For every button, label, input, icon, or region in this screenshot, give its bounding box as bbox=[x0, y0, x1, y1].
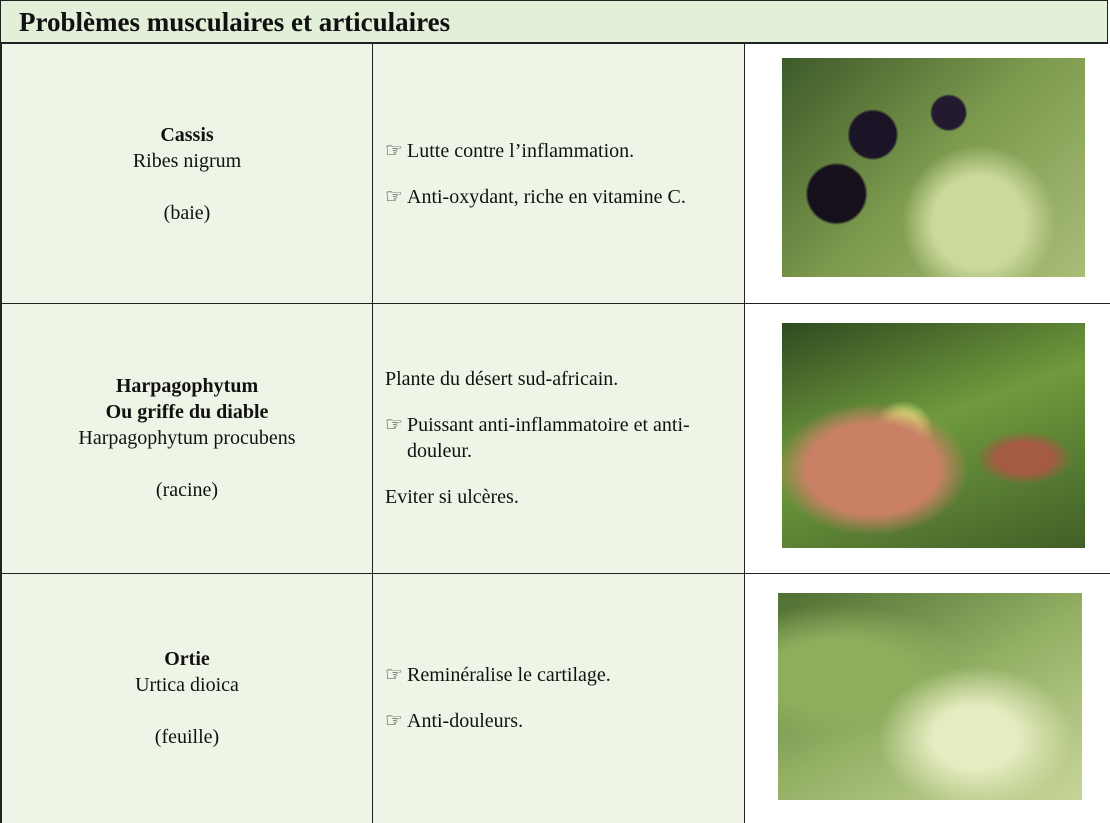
notes-cell: ☞ Reminéralise le cartilage. ☞ Anti-douleur… bbox=[373, 573, 745, 823]
plant-name: Ou griffe du diable bbox=[105, 401, 269, 423]
note: Plante du désert sud-africain. bbox=[385, 366, 732, 392]
note-text: Lutte contre l’inflammation. bbox=[407, 139, 635, 162]
notes-cell: Plante du désert sud-africain. ☞ Puissant … bbox=[373, 303, 745, 573]
plant-part: (baie) bbox=[163, 201, 211, 224]
photo bbox=[782, 58, 1085, 277]
note-text: Puissant anti-inflammatoire et anti-doul… bbox=[407, 414, 690, 462]
plant-cell: Cassis Ribes nigrum (baie) bbox=[0, 44, 373, 303]
plant-part: (feuille) bbox=[154, 726, 220, 748]
bullet: ☞ bbox=[385, 139, 403, 162]
header-title: Problèmes musculaires et articulaires bbox=[19, 7, 451, 37]
note: Eviter si ulcères. bbox=[385, 484, 732, 510]
bullet: ☞ bbox=[385, 664, 403, 686]
plant-part: (racine) bbox=[155, 479, 219, 501]
plant-name: Harpagophytum bbox=[115, 375, 259, 397]
note: ☞ Reminéralise le cartilage. bbox=[385, 662, 732, 688]
note-text: Plante du désert sud-africain. bbox=[385, 368, 619, 390]
bullet: ☞ bbox=[385, 185, 403, 208]
note: ☞ Lutte contre l’inflammation. bbox=[385, 138, 732, 164]
row-divider bbox=[0, 573, 1110, 574]
plant-cell: Ortie Urtica dioica (feuille) bbox=[0, 573, 373, 823]
row-divider bbox=[0, 303, 1110, 304]
note: ☞ Anti-oxydant, riche en vitamine C. bbox=[385, 184, 732, 210]
latin-name: Ribes nigrum bbox=[132, 149, 242, 172]
notes-cell: ☞ Lutte contre l’inflammation. ☞ Anti-oxyda… bbox=[373, 44, 745, 303]
note-text: Eviter si ulcères. bbox=[385, 486, 519, 508]
photo bbox=[778, 593, 1082, 800]
bullet: ☞ bbox=[385, 710, 403, 732]
note-text: Reminéralise le cartilage. bbox=[407, 664, 611, 686]
header: Problèmes musculaires et articulaires bbox=[0, 0, 1108, 44]
plant-cell: Harpagophytum Ou griffe du diable Harpagop… bbox=[0, 303, 373, 573]
plant-name: Ortie bbox=[164, 648, 210, 670]
note-text: Anti-oxydant, riche en vitamine C. bbox=[407, 185, 686, 208]
note-text: Anti-douleurs. bbox=[407, 710, 524, 732]
bullet: ☞ bbox=[385, 414, 403, 436]
latin-name: Harpagophytum procubens bbox=[78, 427, 296, 449]
note: ☞ Anti-douleurs. bbox=[385, 708, 732, 734]
plant-name: Cassis bbox=[160, 123, 214, 146]
photo bbox=[782, 323, 1085, 548]
note: ☞ Puissant anti-inflammatoire et anti-dou… bbox=[385, 412, 732, 464]
latin-name: Urtica dioica bbox=[135, 674, 239, 696]
